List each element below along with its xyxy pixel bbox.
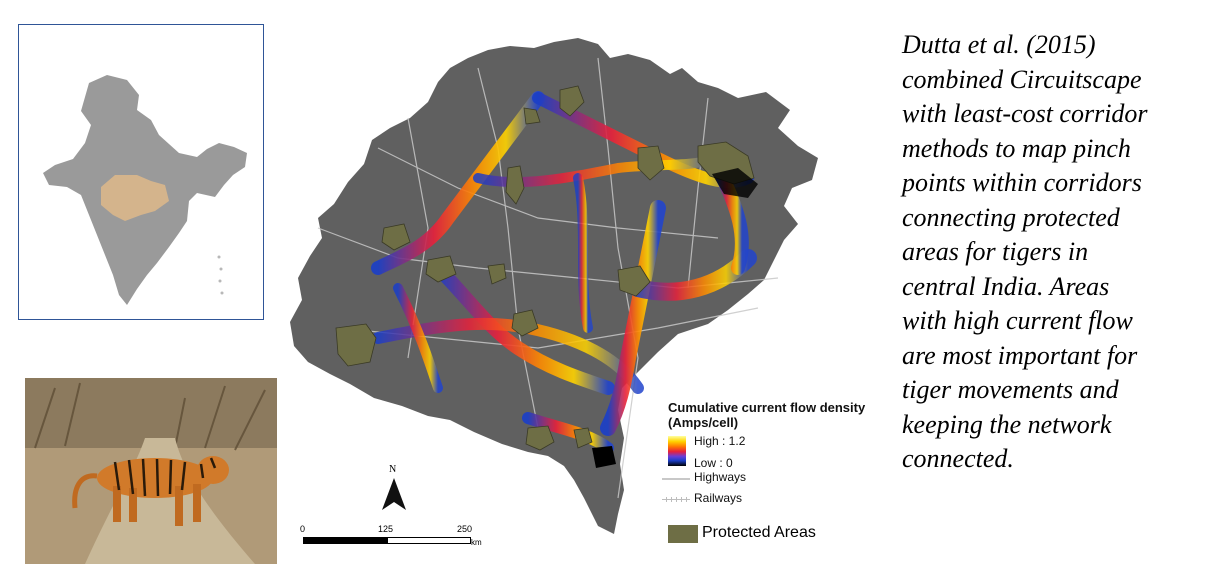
current-density-color-ramp [668,436,686,466]
low-current-patches [592,168,758,468]
legend-color-ramp-row: High : 1.2 Low : 0 [668,434,868,470]
legend-low-label: Low : 0 [694,456,733,470]
legend-title-line1: Cumulative current flow density [668,400,866,415]
caption-line: points within corridors [902,168,1142,197]
scale-segment-black [303,537,387,544]
india-outline-map [43,75,247,305]
scale-bar: 0 125 250 km [300,522,482,552]
legend-railways: Railways [662,491,868,509]
protected-area-swatch [668,525,698,543]
legend-protected-areas-label: Protected Areas [702,524,816,541]
caption-line: combined Circuitscape [902,64,1142,94]
corridor-current-flow-map [278,28,888,558]
legend-highways-label: Highways [694,470,747,484]
railway-line-swatch [662,497,690,502]
caption-line: tiger movements and [902,375,1119,404]
caption-line: with high current flow [902,306,1133,335]
scale-tick-0: 0 [300,524,306,534]
india-locator-inset [18,24,264,320]
legend-highways: Highways [662,470,868,488]
scale-tick-250: 250 [457,524,473,534]
caption-line: methods to map pinch [902,133,1131,163]
north-label: N [389,464,397,475]
scale-segment-white [387,537,471,544]
tiger-figure [72,456,229,526]
caption-line: areas for tigers in [902,237,1089,266]
caption-line: central India. Areas [902,271,1110,301]
caption-line: Dutta et al. (2015) [902,30,1096,59]
island-marks [217,255,224,295]
scale-tick-125: 125 [378,524,394,534]
caption-line: connecting protected [902,202,1120,232]
highway-line-swatch [662,478,690,480]
central-india-highlight [101,175,169,221]
tiger-photo [25,378,277,564]
scale-unit: km [471,538,482,547]
caption-line: with least-cost corridor [902,99,1148,128]
legend-railways-label: Railways [694,491,743,505]
legend-high-label: High : 1.2 [694,434,746,448]
caption-line: are most important for [902,340,1138,370]
caption-line: keeping the network [902,409,1112,439]
north-arrow: N [380,464,408,514]
north-arrow-icon [382,478,406,510]
map-legend: Cumulative current flow density (Amps/ce… [662,400,868,509]
caption-text: Dutta et al. (2015) combined Circuitscap… [902,28,1202,477]
caption-line: connected. [902,444,1014,473]
legend-title-line2: (Amps/cell) [668,415,739,430]
